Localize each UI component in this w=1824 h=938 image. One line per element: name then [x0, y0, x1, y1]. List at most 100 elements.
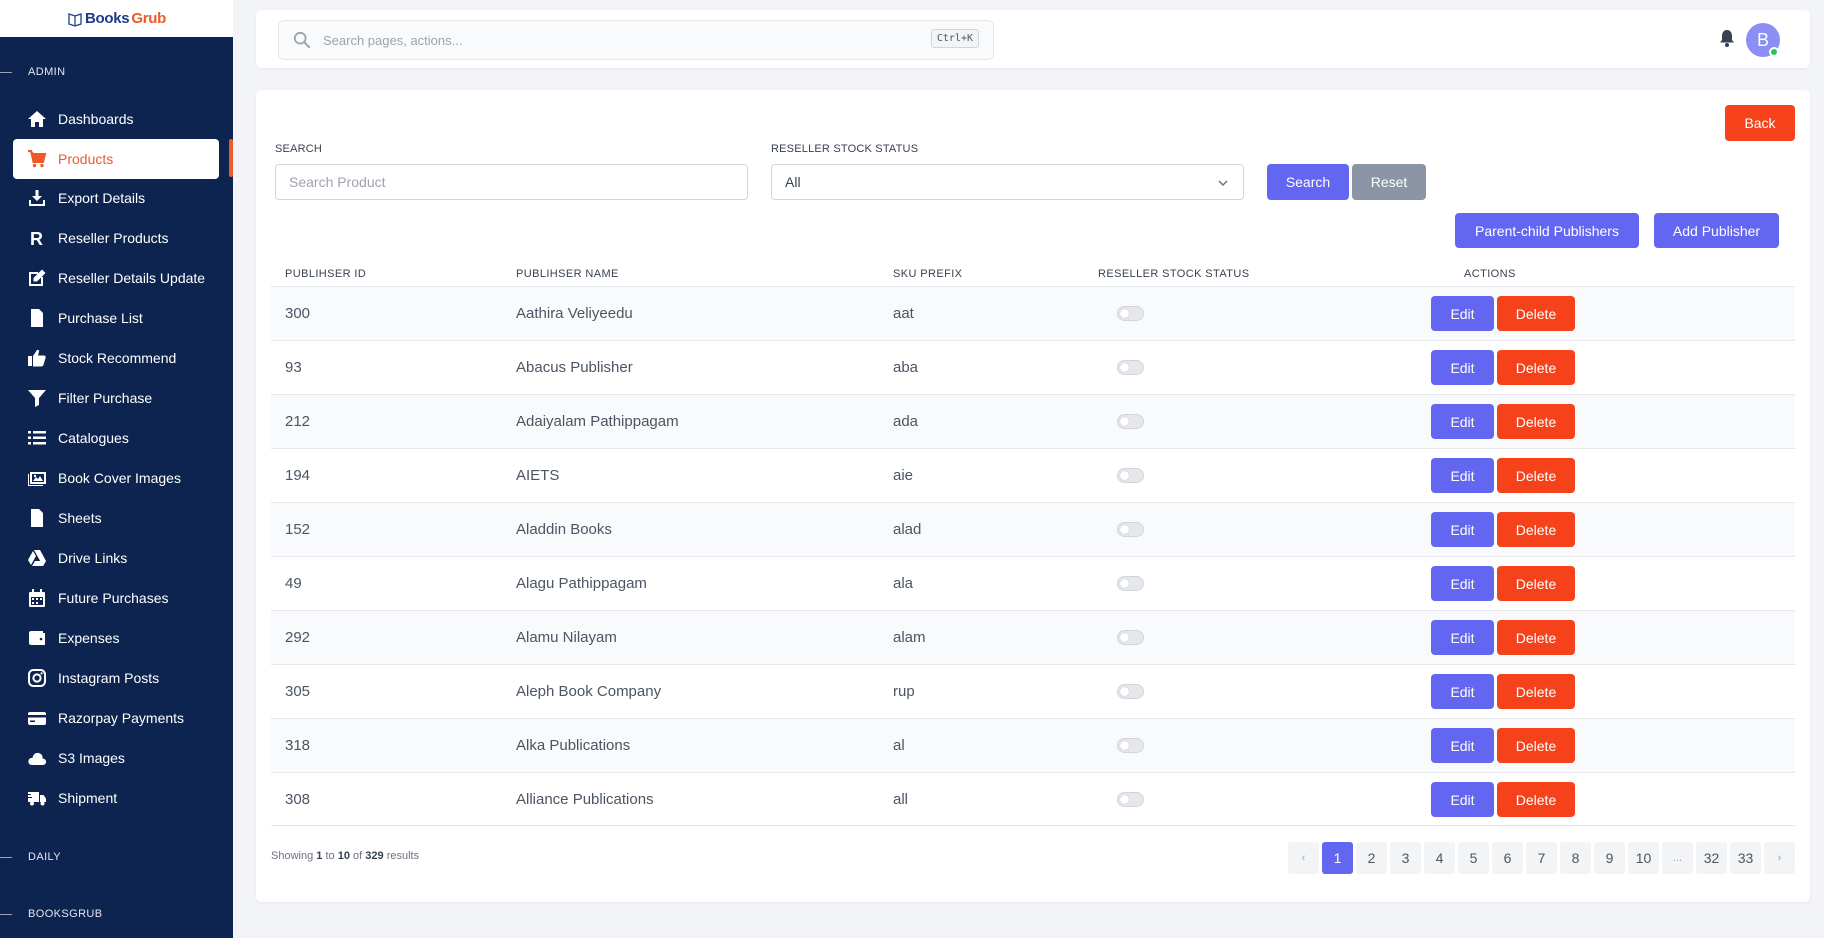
reseller-stock-toggle[interactable]	[1117, 360, 1144, 375]
pagination-page-4[interactable]: 4	[1424, 842, 1455, 874]
sidebar-item-razorpay-payments[interactable]: Razorpay Payments	[13, 698, 219, 738]
header-sku-prefix: SKU PREFIX	[893, 268, 963, 280]
section-booksgrub-label: BOOKSGRUB	[28, 908, 103, 920]
table-row: 152 Aladdin Books alad Edit Delete	[271, 502, 1795, 556]
delete-button[interactable]: Delete	[1497, 404, 1575, 439]
delete-button[interactable]: Delete	[1497, 512, 1575, 547]
sidebar-item-label: Future Purchases	[58, 590, 169, 606]
pagination-page-33[interactable]: 33	[1730, 842, 1761, 874]
pagination-page-10[interactable]: 10	[1628, 842, 1659, 874]
reseller-stock-toggle[interactable]	[1117, 738, 1144, 753]
sidebar-item-drive-links[interactable]: Drive Links	[13, 538, 219, 578]
cell-publisher-id: 194	[285, 467, 311, 484]
edit-button[interactable]: Edit	[1431, 566, 1494, 601]
search-icon	[293, 31, 311, 49]
sidebar-item-label: Instagram Posts	[58, 670, 160, 686]
reseller-stock-toggle[interactable]	[1117, 414, 1144, 429]
sidebar-item-book-cover-images[interactable]: Book Cover Images	[13, 458, 219, 498]
reset-button[interactable]: Reset	[1352, 164, 1426, 200]
sidebar-item-future-purchases[interactable]: Future Purchases	[13, 578, 219, 618]
edit-button[interactable]: Edit	[1431, 458, 1494, 493]
delete-button[interactable]: Delete	[1497, 728, 1575, 763]
delete-button[interactable]: Delete	[1497, 674, 1575, 709]
cell-publisher-id: 308	[285, 791, 311, 808]
delete-button[interactable]: Delete	[1497, 458, 1575, 493]
delete-button[interactable]: Delete	[1497, 620, 1575, 655]
pagination-page-6[interactable]: 6	[1492, 842, 1523, 874]
pagination-ellipsis[interactable]: ...	[1662, 842, 1693, 874]
section-admin: ADMIN	[0, 62, 65, 82]
pagination-page-32[interactable]: 32	[1696, 842, 1727, 874]
bell-icon[interactable]	[1717, 28, 1737, 48]
delete-button[interactable]: Delete	[1497, 566, 1575, 601]
results-to: 10	[337, 850, 350, 862]
cell-sku-prefix: ada	[893, 413, 919, 430]
edit-button[interactable]: Edit	[1431, 296, 1494, 331]
drive-icon	[26, 547, 48, 569]
pagination-page-1[interactable]: 1	[1322, 842, 1353, 874]
header-reseller-stock-status: RESELLER STOCK STATUS	[1098, 268, 1250, 280]
reseller-stock-toggle[interactable]	[1117, 522, 1144, 537]
delete-button[interactable]: Delete	[1497, 296, 1575, 331]
sidebar-item-filter-purchase[interactable]: Filter Purchase	[13, 378, 219, 418]
sidebar-item-shipment[interactable]: Shipment	[13, 778, 219, 818]
sidebar-item-label: Sheets	[58, 510, 102, 526]
sidebar-item-sheets[interactable]: Sheets	[13, 498, 219, 538]
sidebar-item-catalogues[interactable]: Catalogues	[13, 418, 219, 458]
edit-button[interactable]: Edit	[1431, 350, 1494, 385]
brand-logo[interactable]: Books Grub	[67, 10, 166, 27]
cell-publisher-id: 318	[285, 737, 311, 754]
pagination-page-9[interactable]: 9	[1594, 842, 1625, 874]
cell-publisher-name: Aathira Veliyeedu	[516, 305, 633, 322]
sidebar-item-expenses[interactable]: Expenses	[13, 618, 219, 658]
back-button[interactable]: Back	[1725, 105, 1795, 141]
pagination-page-3[interactable]: 3	[1390, 842, 1421, 874]
publisher-table: PUBLIHSER ID PUBLIHSER NAME SKU PREFIX R…	[271, 250, 1795, 826]
table-row: 49 Alagu Pathippagam ala Edit Delete	[271, 556, 1795, 610]
status-filter-select[interactable]: All	[771, 164, 1244, 200]
add-publisher-button[interactable]: Add Publisher	[1654, 213, 1779, 248]
delete-button[interactable]: Delete	[1497, 350, 1575, 385]
pagination-next-button[interactable]: ›	[1764, 842, 1795, 874]
sidebar-item-reseller-details-update[interactable]: Reseller Details Update	[13, 258, 219, 298]
cell-sku-prefix: aba	[893, 359, 919, 376]
sidebar-item-instagram-posts[interactable]: Instagram Posts	[13, 658, 219, 698]
sidebar-item-reseller-products[interactable]: R Reseller Products	[13, 218, 219, 258]
cloud-icon	[26, 747, 48, 769]
edit-button[interactable]: Edit	[1431, 620, 1494, 655]
sidebar-item-s3-images[interactable]: S3 Images	[13, 738, 219, 778]
home-icon	[26, 108, 48, 130]
pagination-page-2[interactable]: 2	[1356, 842, 1387, 874]
product-search-input[interactable]: Search Product	[275, 164, 748, 200]
edit-button[interactable]: Edit	[1431, 404, 1494, 439]
reseller-stock-toggle[interactable]	[1117, 630, 1144, 645]
sidebar-item-export-details[interactable]: Export Details	[13, 178, 219, 218]
r-letter-icon: R	[26, 227, 48, 249]
sidebar-item-label: Stock Recommend	[58, 350, 177, 366]
search-button[interactable]: Search	[1267, 164, 1349, 200]
sidebar-item-stock-recommend[interactable]: Stock Recommend	[13, 338, 219, 378]
pagination-page-8[interactable]: 8	[1560, 842, 1591, 874]
sidebar-item-products[interactable]: Products	[13, 139, 219, 179]
edit-button[interactable]: Edit	[1431, 728, 1494, 763]
edit-button[interactable]: Edit	[1431, 782, 1494, 817]
pagination-page-7[interactable]: 7	[1526, 842, 1557, 874]
pagination-prev-button[interactable]: ‹	[1288, 842, 1319, 874]
reseller-stock-toggle[interactable]	[1117, 576, 1144, 591]
pagination-page-5[interactable]: 5	[1458, 842, 1489, 874]
cell-publisher-id: 212	[285, 413, 311, 430]
parent-child-publishers-button[interactable]: Parent-child Publishers	[1455, 213, 1639, 248]
reseller-stock-toggle[interactable]	[1117, 792, 1144, 807]
sidebar-item-purchase-list[interactable]: Purchase List	[13, 298, 219, 338]
edit-button[interactable]: Edit	[1431, 674, 1494, 709]
truck-icon	[26, 787, 48, 809]
delete-button[interactable]: Delete	[1497, 782, 1575, 817]
filter-icon	[26, 387, 48, 409]
images-icon	[26, 467, 48, 489]
reseller-stock-toggle[interactable]	[1117, 306, 1144, 321]
edit-button[interactable]: Edit	[1431, 512, 1494, 547]
reseller-stock-toggle[interactable]	[1117, 684, 1144, 699]
sidebar-item-dashboards[interactable]: Dashboards	[13, 99, 219, 139]
global-search-input[interactable]: Search pages, actions... Ctrl+K	[278, 20, 994, 60]
reseller-stock-toggle[interactable]	[1117, 468, 1144, 483]
